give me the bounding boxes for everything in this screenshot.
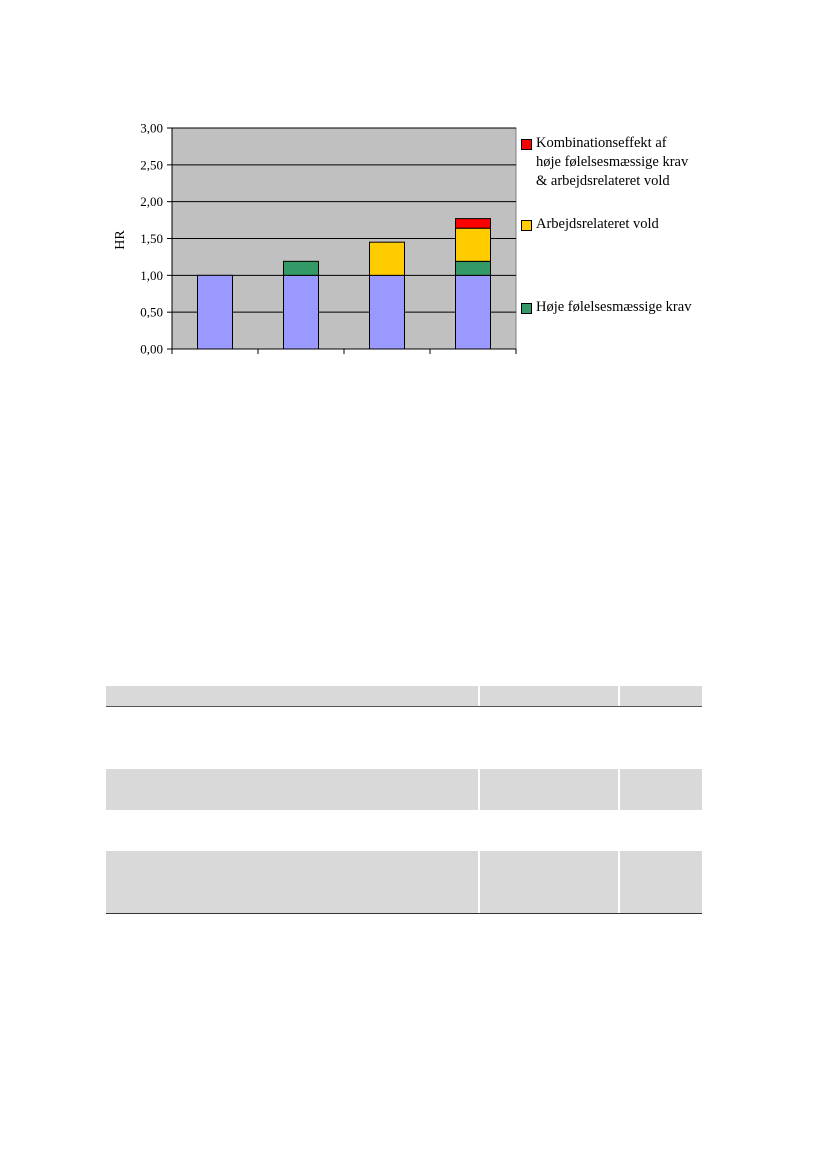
legend-item-demands: Høje følelsesmæssige krav xyxy=(521,298,691,317)
legend-label-combination: Kombinationseffekt af høje følelsesmæssi… xyxy=(536,135,689,189)
bar-segment-4-series2 xyxy=(455,227,491,262)
bar-segment-4-base xyxy=(455,274,491,350)
table-header xyxy=(106,686,702,707)
bar-segment-1-base xyxy=(197,274,233,350)
data-table xyxy=(106,686,702,914)
axes xyxy=(167,127,517,354)
bar-segment-4-series3 xyxy=(455,218,491,229)
table-row xyxy=(106,769,702,810)
y-tick-label: 0,50 xyxy=(140,305,163,320)
legend-swatch-yellow xyxy=(521,220,532,231)
bars xyxy=(197,218,491,350)
bar-segment-3-base xyxy=(369,274,405,350)
bar-segment-3-series2 xyxy=(369,241,405,276)
legend-swatch-red xyxy=(521,139,532,150)
table-row xyxy=(106,851,702,914)
y-tick-label: 1,00 xyxy=(140,268,163,283)
y-axis-title: HR xyxy=(113,230,128,250)
y-tick-labels: 0,00 0,50 1,00 1,50 2,00 2,50 3,00 xyxy=(140,121,163,357)
legend-label-violence: Arbejdsrelateret vold xyxy=(536,216,659,232)
y-tick-label: 0,00 xyxy=(140,342,163,357)
y-tick-label: 2,00 xyxy=(140,194,163,209)
legend-item-violence: Arbejdsrelateret vold xyxy=(521,215,659,234)
bar-segment-4-series1 xyxy=(455,260,491,276)
legend-swatch-green xyxy=(521,303,532,314)
bar-segment-2-series1 xyxy=(283,260,319,276)
table-row xyxy=(106,707,702,769)
chart-legend: Kombinationseffekt af høje følelsesmæssi… xyxy=(521,128,721,358)
legend-item-combination: Kombinationseffekt af høje følelsesmæssi… xyxy=(521,134,688,191)
bar-segment-2-base xyxy=(283,274,319,350)
y-tick-label: 1,50 xyxy=(140,231,163,246)
legend-label-demands: Høje følelsesmæssige krav xyxy=(536,299,692,315)
table-row xyxy=(106,810,702,851)
y-tick-label: 2,50 xyxy=(140,157,163,172)
y-tick-label: 3,00 xyxy=(140,121,163,136)
stacked-bar-chart: 0,00 0,50 1,00 1,50 2,00 2,50 3,00 HR xyxy=(113,121,517,357)
